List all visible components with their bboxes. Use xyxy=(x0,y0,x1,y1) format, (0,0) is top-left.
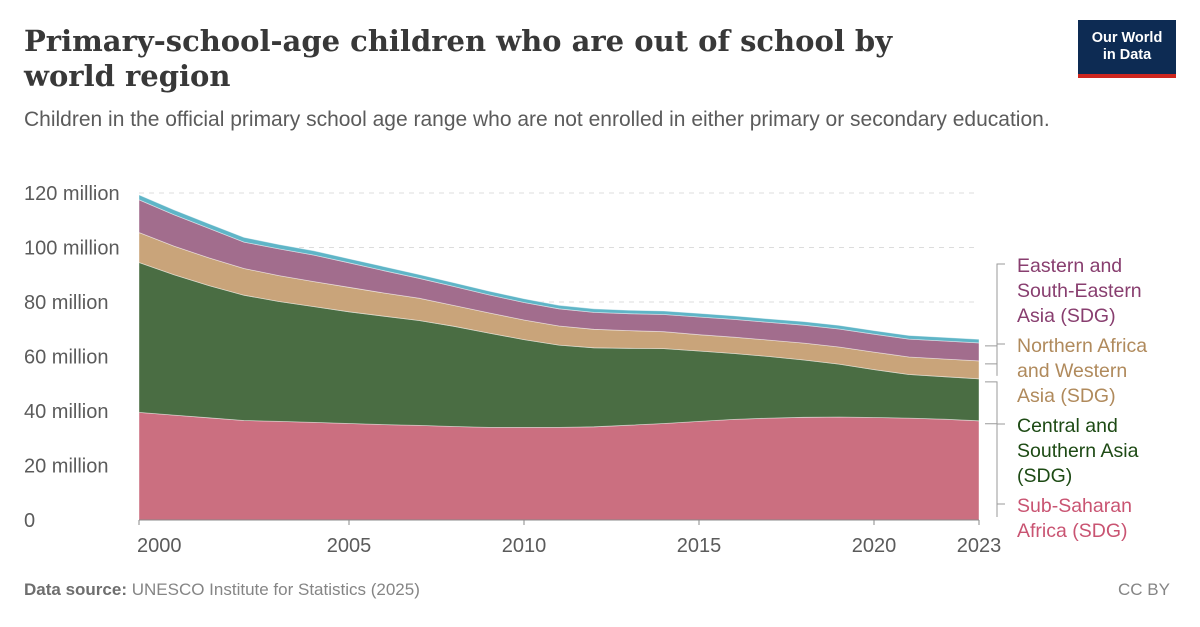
data-source-label: Data source: xyxy=(24,580,127,599)
legend-label-line: Northern Africa xyxy=(1017,335,1147,357)
legend-label-line: (SDG) xyxy=(1017,465,1072,487)
y-tick-label: 40 million xyxy=(24,401,108,423)
legend-item-1[interactable]: Central and Southern Asia (SDG) xyxy=(985,381,1139,487)
y-tick-label: 80 million xyxy=(24,292,108,314)
data-source: Data source: UNESCO Institute for Statis… xyxy=(24,580,420,600)
y-tick-label: 0 xyxy=(24,510,35,532)
legend-connector xyxy=(985,263,1005,347)
legend-item-2[interactable]: Northern Africa and Western Asia (SDG) xyxy=(985,335,1147,407)
logo-text: Our World in Data xyxy=(1092,30,1163,64)
axes: 0 20 million 40 million 60 million 80 millio… xyxy=(24,183,1001,557)
y-tick-label: 120 million xyxy=(24,183,120,205)
areas xyxy=(138,194,980,521)
license-link[interactable]: CC BY xyxy=(1118,580,1170,599)
y-tick-label: 100 million xyxy=(24,238,120,260)
legend-label-line: Asia (SDG) xyxy=(1017,305,1116,327)
legend-label-line: Sub-Saharan xyxy=(1017,495,1132,517)
x-tick-label: 2005 xyxy=(327,535,372,557)
logo-line-1: Our World xyxy=(1091,30,1163,46)
y-tick-label: 60 million xyxy=(24,347,108,369)
x-tick-label: 2010 xyxy=(502,535,547,557)
legend-label-line: Africa (SDG) xyxy=(1017,520,1128,542)
owid-logo[interactable]: Our World in Data xyxy=(1078,20,1176,78)
data-source-text: UNESCO Institute for Statistics (2025) xyxy=(131,580,420,599)
chart-title: Primary-school-age children who are out … xyxy=(24,24,893,93)
legend-connector xyxy=(985,423,1005,505)
legend-label-line: South-Eastern xyxy=(1017,280,1142,302)
logo-line-2: in Data xyxy=(1102,47,1152,63)
x-tick-label: 2000 xyxy=(137,535,182,557)
chart-subtitle: Children in the official primary school … xyxy=(24,108,1050,131)
area-series-4[interactable] xyxy=(138,194,980,344)
area-series-0[interactable] xyxy=(138,411,980,521)
legend-item-3[interactable]: Eastern and South-Eastern Asia (SDG) xyxy=(985,255,1142,358)
legend-label-line: Eastern and xyxy=(1017,255,1122,277)
legend-item-0[interactable]: Sub-Saharan Africa (SDG) xyxy=(985,423,1132,542)
legend-label-line: Central and xyxy=(1017,415,1118,437)
x-tick-label: 2023 xyxy=(957,535,1002,557)
legend-label-line: Asia (SDG) xyxy=(1017,385,1116,407)
legend-label-line: and Western xyxy=(1017,360,1127,382)
legend-connector xyxy=(985,343,1005,365)
x-tick-label: 2020 xyxy=(852,535,897,557)
y-tick-label: 20 million xyxy=(24,456,108,478)
legend-connector xyxy=(985,381,1005,425)
x-tick-label: 2015 xyxy=(677,535,722,557)
legend-label-line: Southern Asia xyxy=(1017,440,1139,462)
